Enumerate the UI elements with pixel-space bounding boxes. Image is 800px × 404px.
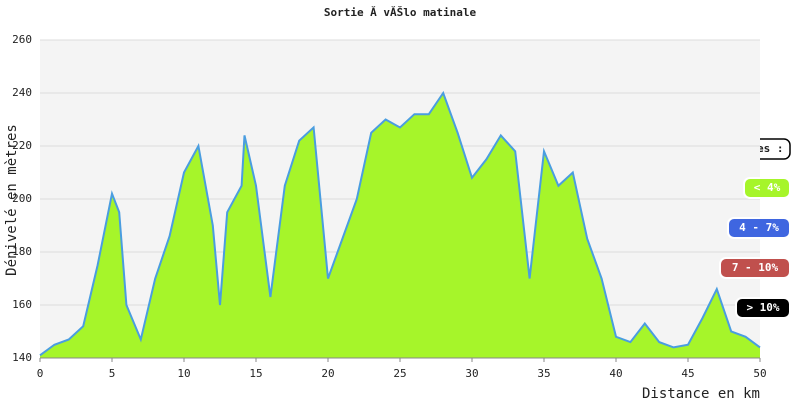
y-axis-label: Dénivelé en mètres — [4, 124, 20, 276]
y-tick-label: 260 — [12, 33, 32, 46]
legend-swatch — [719, 257, 791, 279]
x-tick-label: 25 — [393, 367, 406, 380]
legend-swatch — [727, 217, 791, 239]
x-tick-label: 35 — [537, 367, 550, 380]
elevation-line — [39, 90, 761, 357]
legend-label: < 4% — [754, 181, 781, 194]
y-tick-label: 240 — [12, 86, 32, 99]
chart-title: Sortie Ă vĂŠlo matinale — [324, 6, 477, 19]
x-tick-label: 15 — [249, 367, 262, 380]
y-tick-label: 160 — [12, 298, 32, 311]
x-tick-label: 0 — [37, 367, 44, 380]
x-axis-label: Distance en km — [642, 386, 760, 400]
x-tick-label: 10 — [177, 367, 190, 380]
legend-label: > 10% — [746, 301, 779, 314]
y-tick-label: 180 — [12, 245, 32, 258]
x-tick-label: 5 — [109, 367, 116, 380]
x-tick-label: 50 — [753, 367, 766, 380]
x-tick-label: 45 — [681, 367, 694, 380]
legend-label: 4 - 7% — [739, 221, 779, 234]
x-tick-label: 20 — [321, 367, 334, 380]
legend-swatch — [735, 297, 791, 319]
y-tick-label: 200 — [12, 192, 32, 205]
x-tick-label: 40 — [609, 367, 622, 380]
y-tick-label: 220 — [12, 139, 32, 152]
legend-swatch — [743, 177, 791, 199]
x-tick-label: 30 — [465, 367, 478, 380]
area-fill — [40, 93, 760, 358]
y-tick-label: 140 — [12, 351, 32, 364]
legend-label: 7 - 10% — [732, 261, 779, 274]
